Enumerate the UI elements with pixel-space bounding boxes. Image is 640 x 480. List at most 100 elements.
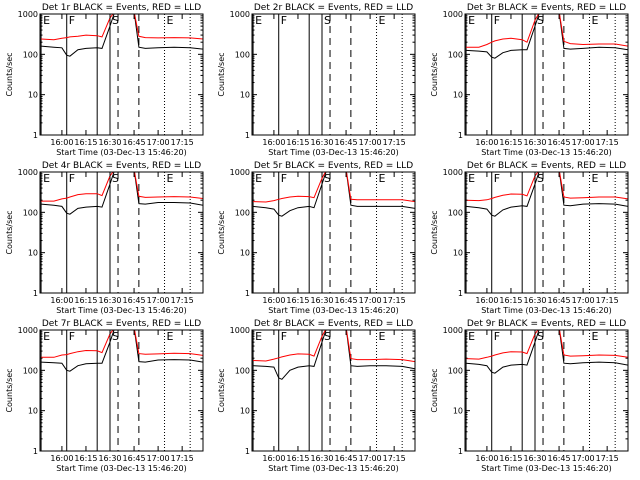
x-tick-label: 16:15 [74, 138, 97, 147]
x-axis-label: Start Time (03-Dec-13 15:46:20) [56, 464, 187, 473]
series-lld-line [466, 330, 628, 360]
marker-label: S [537, 330, 544, 343]
x-tick-label: 16:45 [548, 454, 571, 463]
x-tick-label: 17:00 [572, 296, 595, 305]
y-axis-label: Counts/sec [217, 210, 226, 254]
x-tick-label: 16:30 [523, 138, 546, 147]
y-tick-label: 100 [235, 366, 250, 375]
x-tick-label: 16:00 [262, 138, 285, 147]
x-tick-label: 16:45 [335, 296, 358, 305]
x-tick-label: 17:00 [359, 454, 382, 463]
plot-frame [464, 13, 629, 136]
plot-frame [251, 13, 416, 136]
x-tick-label: 17:00 [147, 454, 170, 463]
y-axis-label: Counts/sec [430, 368, 439, 412]
x-tick-label: 17:15 [171, 138, 194, 147]
x-tick-label: 16:15 [74, 454, 97, 463]
marker-label: E [167, 14, 174, 27]
x-tick-label: 16:15 [499, 296, 522, 305]
marker-label: E [255, 14, 262, 27]
plot-frame [39, 329, 204, 452]
y-tick-label: 1 [245, 447, 250, 456]
plot-frame [39, 171, 204, 294]
marker-label: S [537, 14, 544, 27]
series-group [466, 14, 628, 59]
x-axis-label: Start Time (03-Dec-13 15:46:20) [481, 306, 612, 315]
series-group [253, 330, 415, 380]
marker-label: E [379, 330, 386, 343]
marker-label: E [592, 172, 599, 185]
x-tick-label: 17:00 [147, 138, 170, 147]
marker-label: F [69, 14, 75, 27]
x-tick-label: 16:45 [335, 138, 358, 147]
y-tick-label: 1000 [18, 10, 38, 19]
x-tick-label: 16:15 [286, 138, 309, 147]
x-tick-label: 16:00 [475, 296, 498, 305]
x-tick-label: 16:00 [262, 296, 285, 305]
marker-label: F [494, 330, 500, 343]
series-group [466, 330, 628, 374]
series-group [41, 14, 203, 57]
plot-frame [251, 171, 416, 294]
x-tick-label: 16:15 [499, 138, 522, 147]
y-tick-label: 100 [448, 366, 463, 375]
series-lld-line [466, 14, 628, 48]
x-axis-label: Start Time (03-Dec-13 15:46:20) [56, 148, 187, 157]
series-lld-line [466, 172, 628, 202]
series-lld-line [253, 330, 415, 363]
y-tick-label: 1 [245, 131, 250, 140]
series-events-line [466, 14, 628, 59]
series-events-line [41, 172, 203, 215]
y-tick-label: 100 [23, 366, 38, 375]
panel-title: Det 1r BLACK = Events, RED = LLD [42, 3, 201, 13]
y-tick-label: 10 [453, 91, 463, 100]
y-tick-label: 100 [235, 50, 250, 59]
x-tick-label: 16:30 [98, 138, 121, 147]
y-tick-label: 1000 [443, 10, 463, 19]
x-axis-label: Start Time (03-Dec-13 15:46:20) [56, 306, 187, 315]
x-tick-label: 16:45 [335, 454, 358, 463]
x-tick-label: 17:00 [572, 138, 595, 147]
x-tick-label: 17:15 [171, 454, 194, 463]
marker-label: F [494, 172, 500, 185]
x-tick-label: 16:15 [286, 296, 309, 305]
x-axis-label: Start Time (03-Dec-13 15:46:20) [481, 148, 612, 157]
x-tick-label: 16:00 [50, 138, 73, 147]
marker-label: E [167, 172, 174, 185]
x-tick-label: 16:00 [50, 296, 73, 305]
marker-label: S [537, 172, 544, 185]
y-tick-label: 1 [33, 447, 38, 456]
marker-label: E [592, 330, 599, 343]
marker-label: E [43, 330, 50, 343]
x-tick-label: 17:15 [171, 296, 194, 305]
y-tick-label: 1 [458, 289, 463, 298]
y-tick-label: 10 [28, 249, 38, 258]
marker-label: E [167, 330, 174, 343]
marker-label: F [69, 330, 75, 343]
marker-label: S [324, 172, 331, 185]
series-lld-line [41, 14, 203, 41]
x-tick-label: 17:15 [596, 296, 619, 305]
marker-label: E [468, 14, 475, 27]
series-group [41, 172, 203, 215]
x-tick-label: 17:00 [147, 296, 170, 305]
marker-label: S [324, 330, 331, 343]
panel-title: Det 2r BLACK = Events, RED = LLD [254, 3, 413, 13]
marker-label: E [43, 172, 50, 185]
panel-title: Det 7r BLACK = Events, RED = LLD [42, 319, 201, 329]
marker-label: F [281, 172, 287, 185]
y-tick-label: 1000 [443, 326, 463, 335]
plot-frame [464, 171, 629, 294]
y-axis-label: Counts/sec [430, 210, 439, 254]
x-tick-label: 17:15 [383, 454, 406, 463]
y-tick-label: 1000 [443, 168, 463, 177]
x-tick-label: 17:00 [572, 454, 595, 463]
x-tick-label: 16:45 [548, 138, 571, 147]
y-tick-label: 1000 [230, 326, 250, 335]
